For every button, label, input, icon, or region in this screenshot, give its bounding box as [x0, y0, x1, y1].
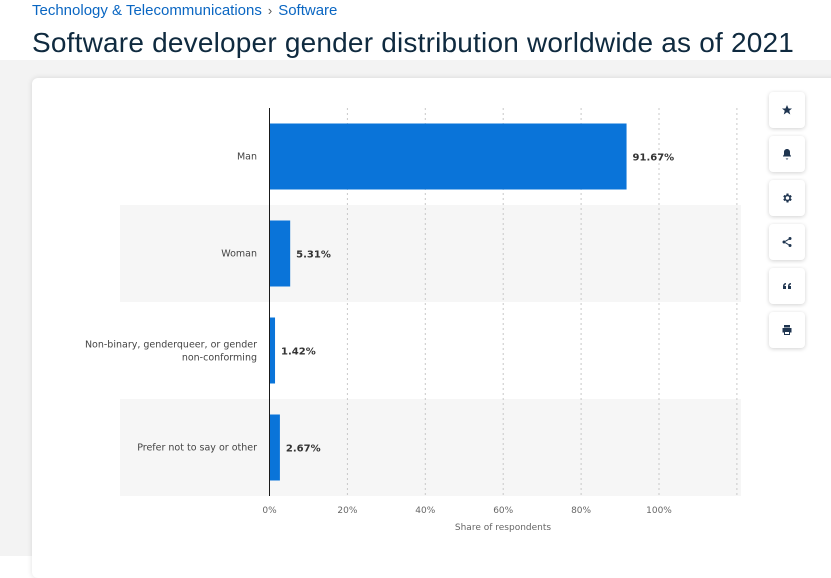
- category-label: Non-binary, genderqueer, or gender non-co…: [85, 340, 257, 364]
- share-icon: [782, 237, 792, 247]
- row-band: [120, 399, 741, 496]
- bar: [269, 317, 276, 384]
- bar: [269, 220, 291, 287]
- x-tick-labels: 0% 20% 40% 60% 80% 100%: [262, 506, 672, 516]
- row-band: [120, 205, 741, 302]
- notification-button[interactable]: [769, 136, 805, 172]
- bar-chart: 91.67% 5.31% 1.42% 2.67% Man Woman Non-binary…: [84, 108, 741, 533]
- bars: [269, 123, 627, 481]
- breadcrumb: Technology & Telecommunications › Softwa…: [32, 2, 337, 19]
- category-label: Man: [237, 152, 257, 163]
- breadcrumb-item-technology[interactable]: Technology & Telecommunications: [32, 2, 262, 19]
- x-tick-label: 40%: [415, 506, 435, 516]
- data-label: 1.42%: [281, 347, 316, 358]
- favorite-button[interactable]: [769, 92, 805, 128]
- data-label: 91.67%: [633, 153, 675, 164]
- bar: [269, 414, 280, 481]
- page-title: Software developer gender distribution w…: [32, 27, 795, 58]
- x-tick-label: 60%: [493, 506, 513, 516]
- bar: [269, 123, 627, 190]
- share-button[interactable]: [769, 224, 805, 260]
- gear-icon: [783, 193, 792, 203]
- breadcrumb-separator: ›: [267, 3, 273, 18]
- settings-button[interactable]: [769, 180, 805, 216]
- category-label: Prefer not to say or other: [137, 443, 257, 454]
- print-icon: [782, 325, 792, 335]
- x-tick-label: 20%: [337, 506, 357, 516]
- cite-button[interactable]: [769, 268, 805, 304]
- data-labels: 91.67% 5.31% 1.42% 2.67%: [281, 153, 674, 455]
- print-button[interactable]: [769, 312, 805, 348]
- category-labels: Man Woman Non-binary, genderqueer, or gend…: [85, 152, 257, 454]
- quote-icon: [783, 283, 791, 289]
- category-label: Woman: [221, 249, 257, 260]
- breadcrumb-item-software[interactable]: Software: [278, 2, 338, 19]
- chart-toolbar: [769, 92, 805, 348]
- data-label: 2.67%: [286, 444, 321, 455]
- bell-icon: [783, 149, 791, 160]
- x-tick-label: 80%: [571, 506, 591, 516]
- data-label: 5.31%: [296, 250, 331, 261]
- row-bands: [120, 205, 741, 496]
- x-tick-label: 0%: [262, 506, 277, 516]
- x-tick-label: 100%: [646, 506, 672, 516]
- star-icon: [782, 105, 792, 115]
- x-axis-title: Share of respondents: [455, 523, 552, 533]
